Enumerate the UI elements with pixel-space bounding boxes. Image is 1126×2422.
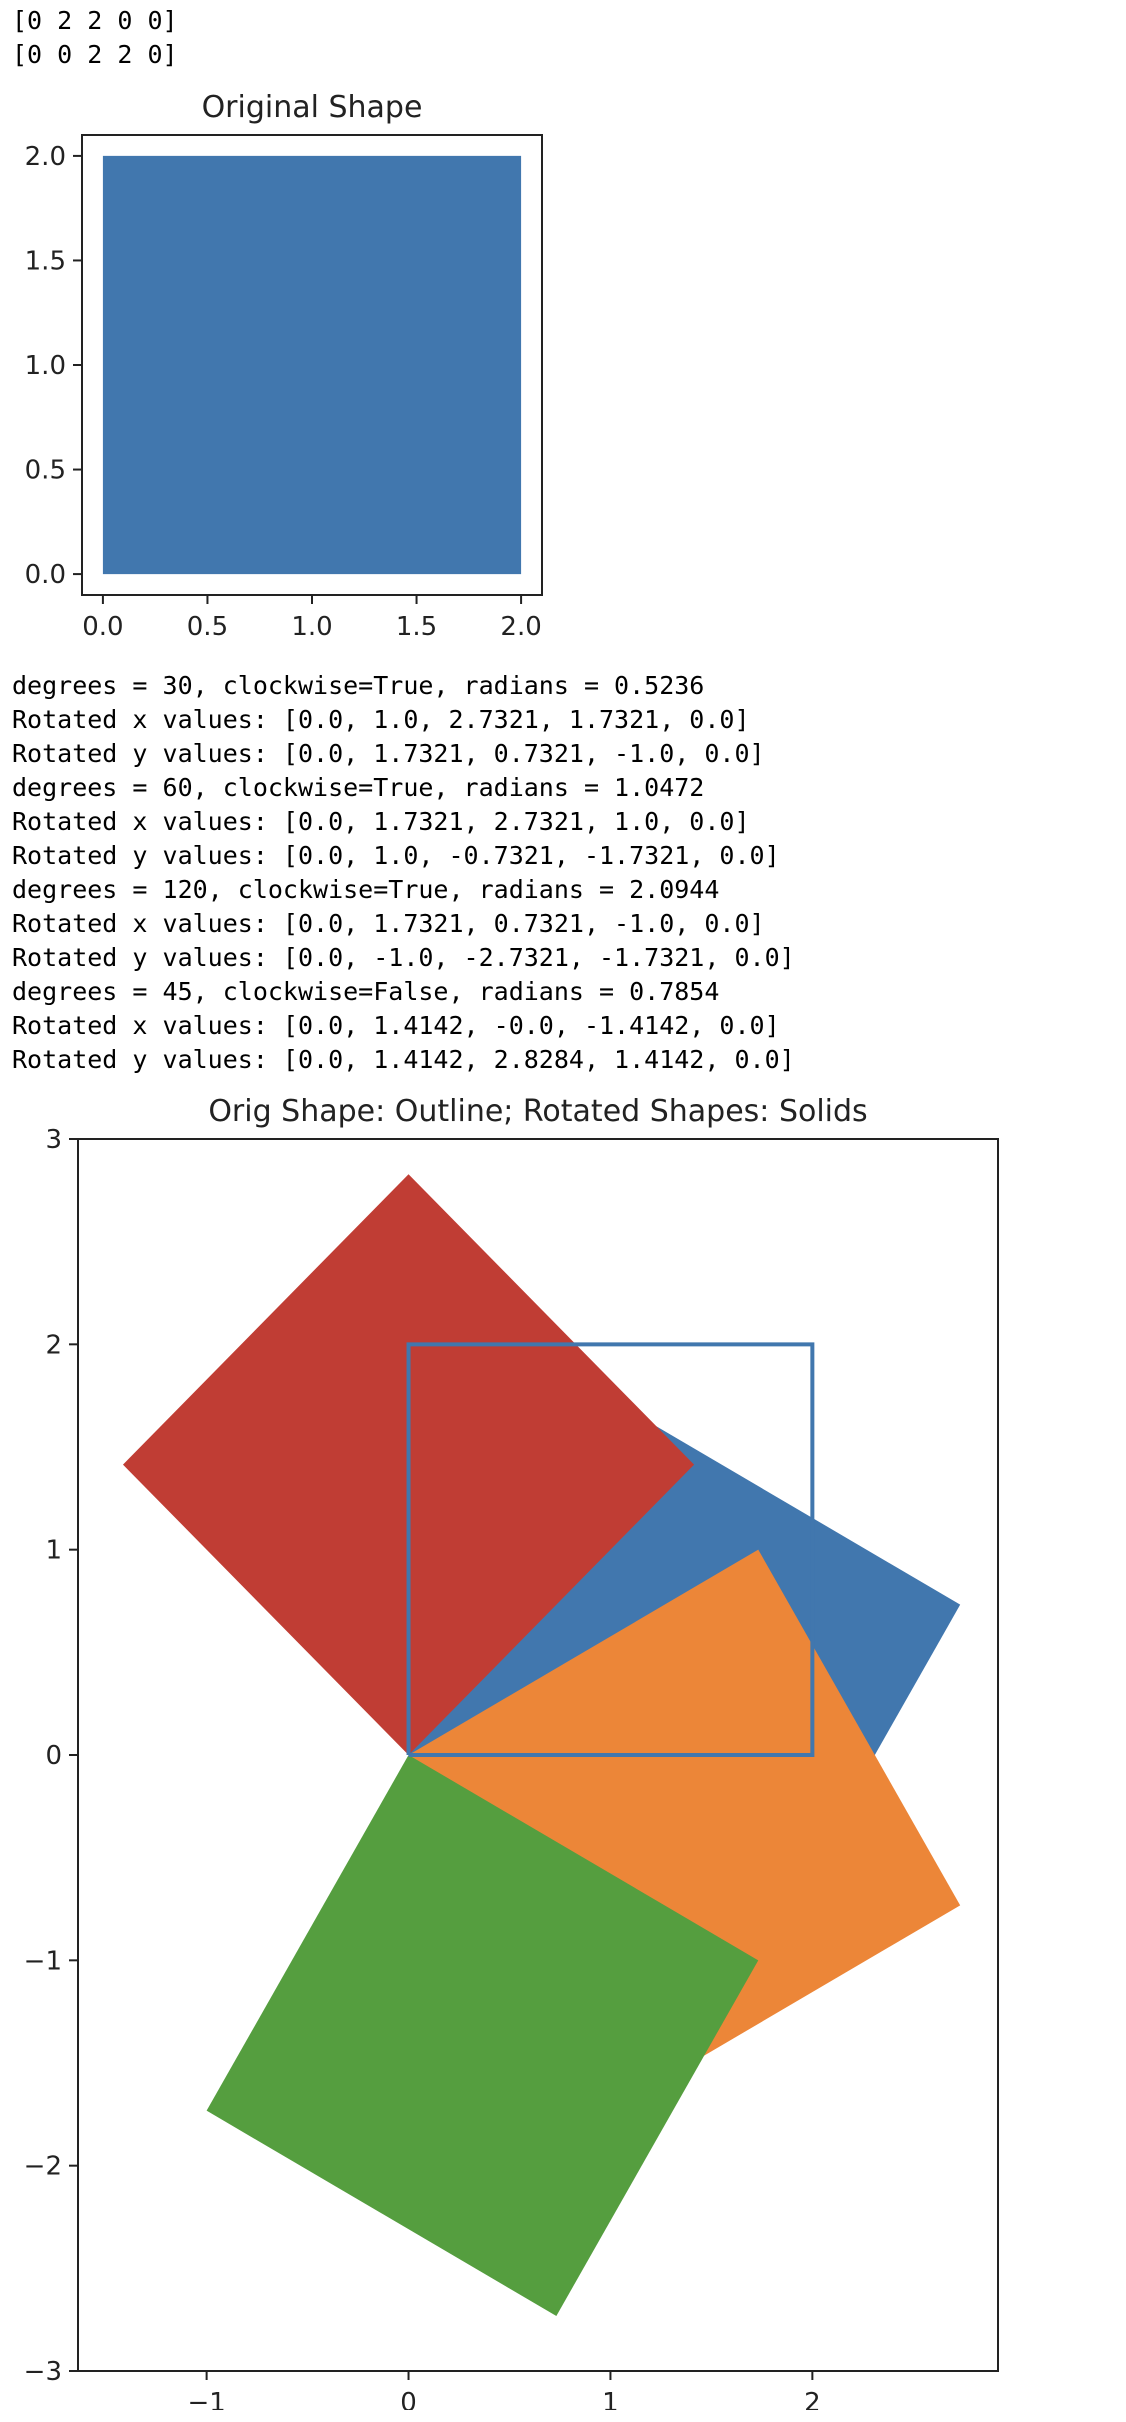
y-tick-label: −3	[24, 2357, 62, 2387]
array-output-line: [0 0 2 2 0]	[12, 40, 178, 69]
x-tick-label: 0.0	[82, 612, 123, 642]
y-tick-label: 1.0	[25, 351, 66, 381]
code-output-rotations: degrees = 30, clockwise=True, radians = …	[12, 669, 795, 1077]
array-output-line: [0 2 2 0 0]	[12, 6, 178, 35]
y-tick-label: 1	[45, 1536, 62, 1566]
series-2-shape	[206, 1755, 759, 2316]
rotation-output-line: degrees = 60, clockwise=True, radians = …	[12, 773, 705, 802]
y-tick-label: 2.0	[25, 142, 66, 172]
y-tick-label: 0.5	[25, 456, 66, 486]
rotation-output-line: Rotated x values: [0.0, 1.4142, -0.0, -1…	[12, 1011, 780, 1040]
rotation-output-line: degrees = 120, clockwise=True, radians =…	[12, 875, 720, 904]
y-tick-label: 3	[45, 1125, 62, 1155]
y-tick-label: −1	[24, 1946, 62, 1976]
y-tick-label: −2	[24, 2152, 62, 2182]
rotation-output-line: degrees = 45, clockwise=False, radians =…	[12, 977, 720, 1006]
x-tick-label: 2	[804, 2388, 821, 2410]
x-tick-label: 0.5	[187, 612, 228, 642]
x-tick-label: −1	[187, 2388, 225, 2410]
y-tick-label: 2	[45, 1330, 62, 1360]
chart-title: Original Shape	[202, 90, 423, 125]
rotation-output-line: Rotated x values: [0.0, 1.7321, 2.7321, …	[12, 807, 750, 836]
rotation-output-line: Rotated y values: [0.0, 1.7321, 0.7321, …	[12, 739, 765, 768]
x-tick-label: 0	[400, 2388, 417, 2410]
x-tick-label: 1.5	[396, 612, 437, 642]
rotation-output-line: Rotated y values: [0.0, -1.0, -2.7321, -…	[12, 943, 795, 972]
x-tick-label: 2.0	[500, 612, 541, 642]
rotated-shapes-chart: Orig Shape: Outline; Rotated Shapes: Sol…	[24, 1094, 999, 2410]
series-0-shape	[102, 155, 522, 575]
y-tick-label: 1.5	[25, 246, 66, 276]
rotation-output-line: degrees = 30, clockwise=True, radians = …	[12, 671, 705, 700]
y-tick-label: 0.0	[25, 560, 66, 590]
rotation-output-line: Rotated y values: [0.0, 1.4142, 2.8284, …	[12, 1045, 795, 1074]
code-output-arrays: [0 2 2 0 0] [0 0 2 2 0]	[12, 4, 178, 72]
rotation-output-line: Rotated x values: [0.0, 1.7321, 0.7321, …	[12, 909, 765, 938]
y-tick-label: 0	[45, 1741, 62, 1771]
rotation-output-line: Rotated x values: [0.0, 1.0, 2.7321, 1.7…	[12, 705, 750, 734]
original-shape-chart: Original Shape 0.0 0.5 1.0 1.5 2.0 0.0 0.5 1.0 1.…	[25, 90, 543, 642]
rotation-output-line: Rotated y values: [0.0, 1.0, -0.7321, -1…	[12, 841, 780, 870]
chart-title: Orig Shape: Outline; Rotated Shapes: Sol…	[208, 1094, 867, 1129]
series-4-outline	[406, 1342, 815, 1757]
x-tick-label: 1	[602, 2388, 619, 2410]
x-tick-label: 1.0	[291, 612, 332, 642]
